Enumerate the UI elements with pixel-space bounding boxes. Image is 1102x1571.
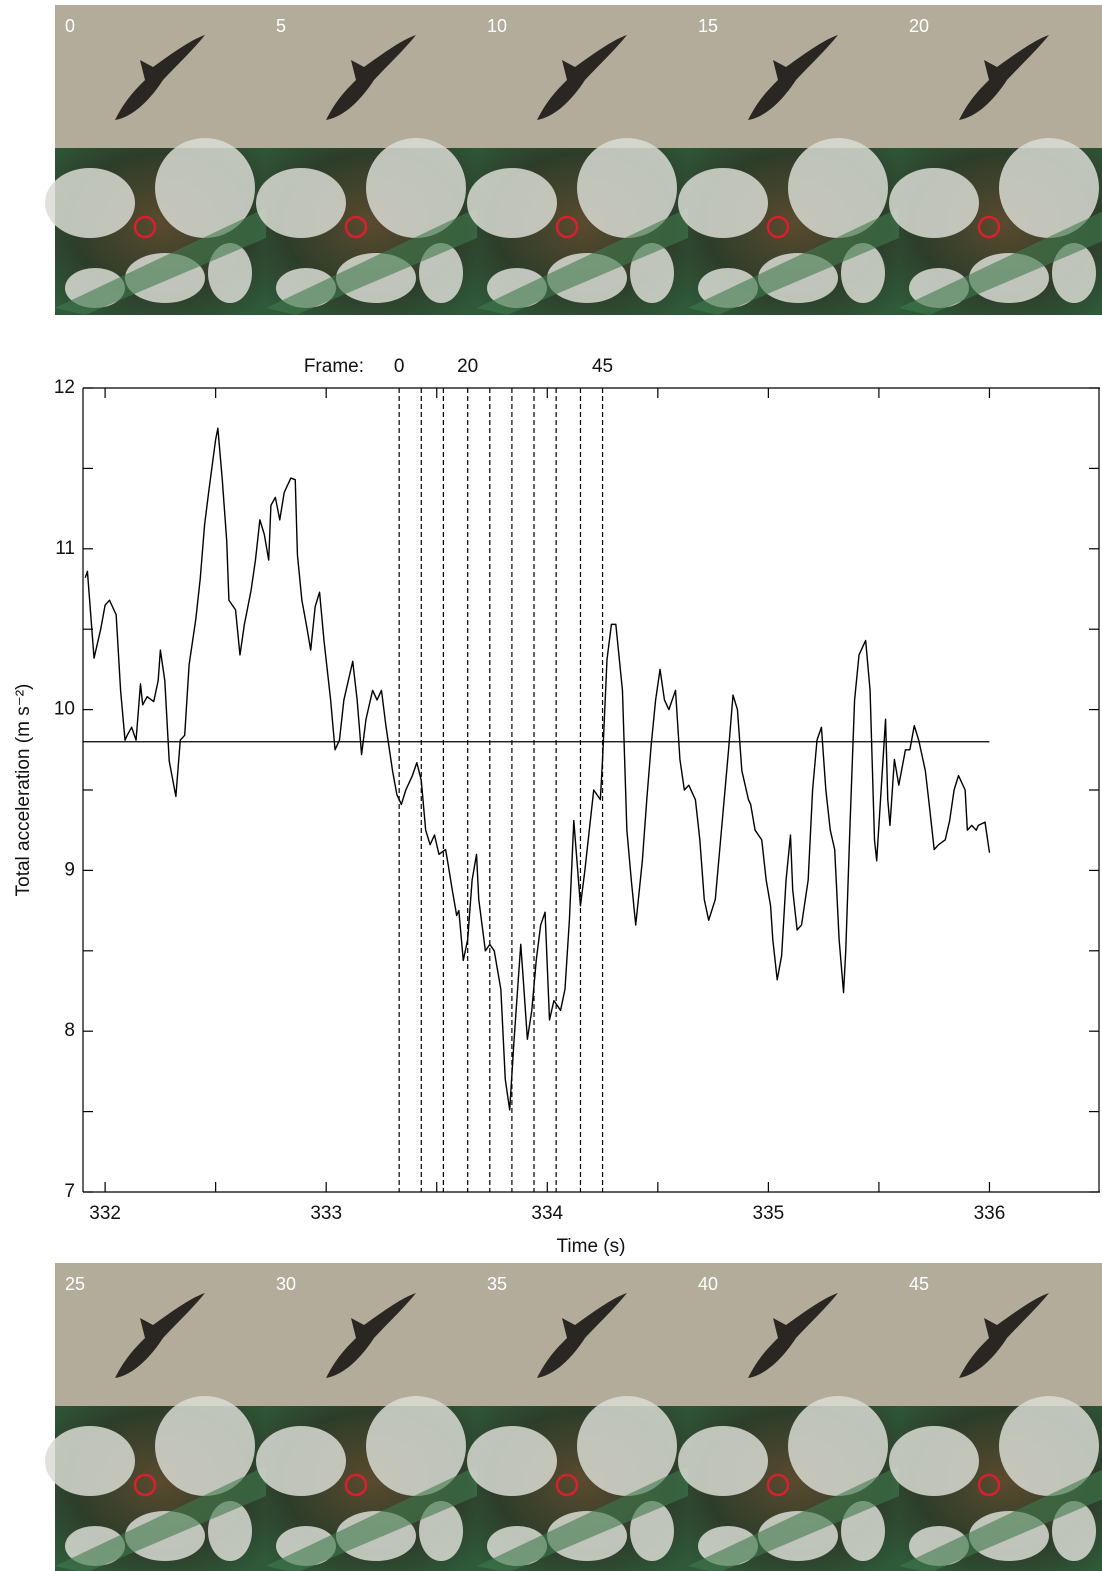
feather	[208, 1501, 252, 1561]
panel-label: 20	[909, 16, 929, 36]
panel-label: 35	[487, 1274, 507, 1294]
panel-label: 0	[65, 16, 75, 36]
feather-streak	[266, 208, 477, 315]
feather	[577, 1396, 677, 1496]
feather-streak	[55, 208, 266, 315]
y-tick-label: 10	[54, 699, 75, 720]
panel-label: 30	[276, 1274, 296, 1294]
target-circle	[555, 215, 579, 239]
target-circle	[555, 1473, 579, 1497]
feather	[256, 168, 346, 238]
frame-number: 0	[394, 356, 405, 377]
feather	[45, 168, 135, 238]
x-axis-label: Time (s)	[557, 1236, 626, 1257]
panel-label: 10	[487, 16, 507, 36]
bird-silhouette	[326, 1293, 416, 1378]
bird-silhouette	[537, 1293, 627, 1378]
feather	[999, 138, 1099, 238]
feather	[889, 168, 979, 238]
panel-label: 15	[698, 16, 718, 36]
bird-silhouette	[115, 35, 205, 120]
x-tick-label: 332	[89, 1203, 121, 1224]
bird-silhouette	[326, 35, 416, 120]
target-circle	[133, 1473, 157, 1497]
feather	[256, 1426, 346, 1496]
feather	[155, 1396, 255, 1496]
bird-silhouette	[537, 35, 627, 120]
feather-streak	[55, 1466, 266, 1571]
feather	[419, 243, 463, 303]
target-circle	[977, 1473, 1001, 1497]
feather	[841, 243, 885, 303]
feather	[45, 1426, 135, 1496]
feather-streak	[477, 1466, 688, 1571]
y-tick-label: 11	[55, 538, 75, 559]
panel-label: 45	[909, 1274, 929, 1294]
feather	[577, 138, 677, 238]
image-panels: 0 5 10 15 20 25 30 35 40 45	[45, 5, 1102, 1571]
frame-number: 45	[592, 356, 613, 377]
feather-streak	[899, 1469, 1102, 1571]
y-axis-label: Total acceleration (m s⁻²)	[13, 684, 34, 897]
bird-silhouette	[959, 35, 1049, 120]
panel-label: 40	[698, 1274, 718, 1294]
feather	[366, 1396, 466, 1496]
bird-silhouette	[748, 35, 838, 120]
feather	[467, 1426, 557, 1496]
feather	[208, 243, 252, 303]
feather	[630, 1501, 674, 1561]
feather	[889, 1426, 979, 1496]
feather	[678, 168, 768, 238]
y-tick-label: 9	[64, 859, 75, 880]
panel-label: 25	[65, 1274, 85, 1294]
target-circle	[344, 1473, 368, 1497]
target-circle	[766, 215, 790, 239]
feather	[1052, 243, 1096, 303]
target-circle	[766, 1473, 790, 1497]
x-tick-label: 335	[753, 1203, 785, 1224]
x-tick-label: 333	[310, 1203, 342, 1224]
acceleration-line	[84, 427, 991, 1111]
feather	[788, 138, 888, 238]
feather-streak	[266, 1466, 477, 1571]
target-circle	[344, 215, 368, 239]
bird-silhouette	[959, 1293, 1049, 1378]
feather	[155, 138, 255, 238]
feather	[788, 1396, 888, 1496]
feather	[999, 1396, 1099, 1496]
feather	[630, 243, 674, 303]
feather-streak	[688, 1466, 899, 1571]
frame-number: 20	[457, 356, 478, 377]
y-tick-label: 7	[64, 1181, 75, 1202]
feather	[678, 1426, 768, 1496]
feather	[419, 1501, 463, 1561]
frame-label: Frame:	[304, 356, 364, 377]
target-circle	[133, 215, 157, 239]
feather-streak	[477, 208, 688, 315]
feather	[467, 168, 557, 238]
x-tick-label: 334	[531, 1203, 563, 1224]
feather	[841, 1501, 885, 1561]
feather-streak	[899, 211, 1102, 315]
x-tick-label: 336	[974, 1203, 1006, 1224]
y-tick-label: 8	[64, 1020, 75, 1041]
bird-silhouette	[115, 1293, 205, 1378]
feather	[1052, 1501, 1096, 1561]
panel-label: 5	[276, 16, 286, 36]
target-circle	[977, 215, 1001, 239]
y-tick-label: 12	[54, 377, 75, 398]
feather-streak	[688, 208, 899, 315]
feather	[366, 138, 466, 238]
bird-silhouette	[748, 1293, 838, 1378]
